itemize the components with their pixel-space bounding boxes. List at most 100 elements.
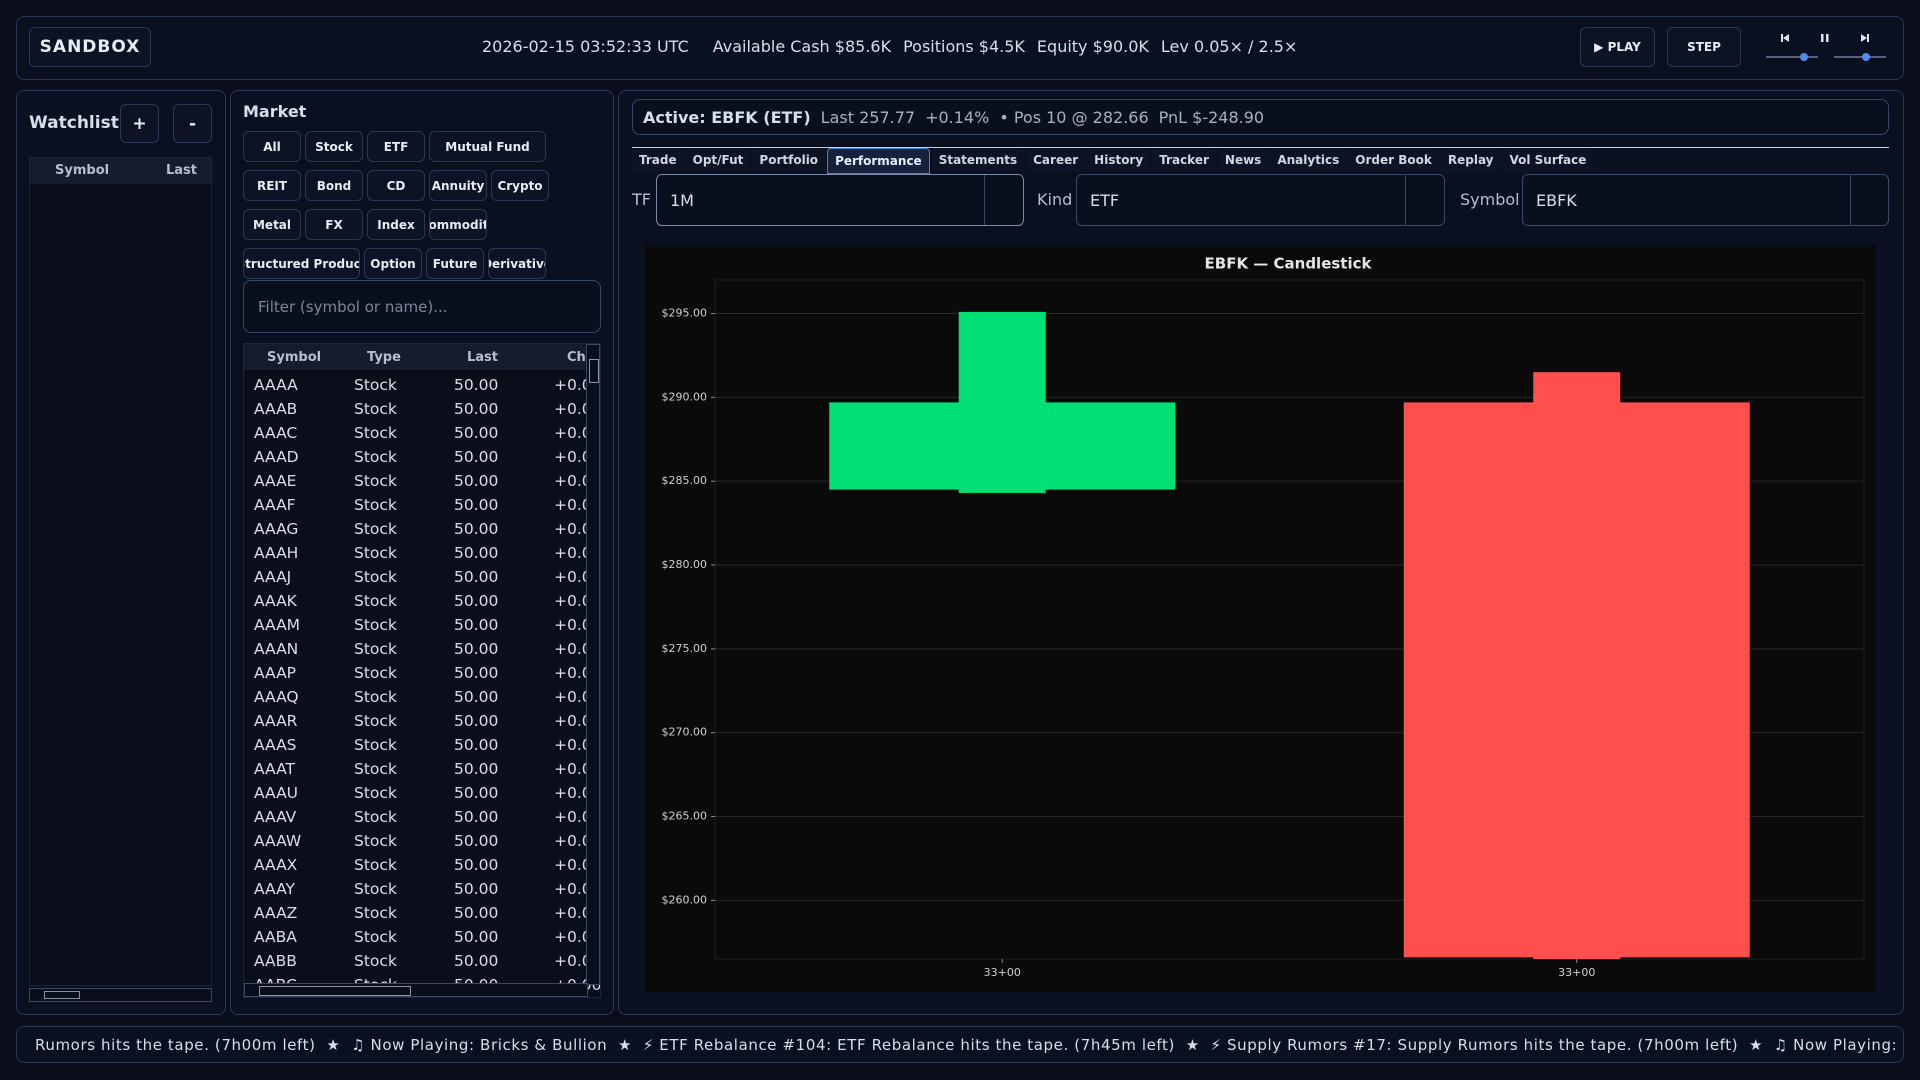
cell: Stock [354,376,397,394]
cell: Stock [354,568,397,586]
filter-group: All Stock ETF Mutual Fund REIT Bond CD Annuity C… [243,131,601,279]
table-vscroll[interactable] [586,344,600,985]
market-search[interactable]: Filter (symbol or name)... [243,280,601,333]
tab[interactable]: Tracker [1152,148,1216,172]
cell: Stock [354,616,397,634]
watchlist-remove[interactable]: - [173,104,212,143]
market-row[interactable]: AAAZ Stock 50.00 +0.00 [244,902,600,926]
volume-knob[interactable] [1800,53,1808,61]
filter-button[interactable]: ETF [367,131,425,162]
column-header[interactable]: Type [367,350,401,365]
cell: Stock [354,544,397,562]
market-row[interactable]: AAAG Stock 50.00 +0.00 [244,518,600,542]
brand[interactable]: SANDBOX [29,27,151,67]
market-row[interactable]: AAAQ Stock 50.00 +0.00 [244,686,600,710]
market-row[interactable]: AAAH Stock 50.00 +0.00 [244,542,600,566]
tab[interactable]: Order Book [1348,148,1439,172]
filter-button[interactable]: All [243,131,301,162]
step-button[interactable]: STEP [1667,27,1741,67]
watchlist-add[interactable]: + [120,104,159,143]
scroll-thumb[interactable] [44,991,80,999]
kind-select[interactable]: ETF [1076,174,1445,226]
filter-button[interactable]: CD [367,170,425,201]
filter-button[interactable]: Stock [305,131,363,162]
filter-button[interactable]: Metal [243,209,301,240]
cell: AAAU [254,784,299,802]
cell: AAAH [254,544,299,562]
watchlist-hscroll[interactable] [29,988,212,1002]
market-row[interactable]: AAAW Stock 50.00 +0.00 [244,830,600,854]
market-row[interactable]: AAAC Stock 50.00 +0.00 [244,422,600,446]
market-row[interactable]: AAAT Stock 50.00 +0.00 [244,758,600,782]
cell: 50.00 [454,544,499,562]
filter-button[interactable]: FX [305,209,363,240]
filter-button[interactable]: Mutual Fund [429,131,546,162]
filter-button[interactable]: Annuity [429,170,487,201]
market-row[interactable]: AABA Stock 50.00 +0.00 [244,926,600,950]
filter-button[interactable]: Bond [305,170,363,201]
filter-button[interactable]: Structured Product [243,248,360,279]
market-row[interactable]: AAAE Stock 50.00 +0.00 [244,470,600,494]
market-row[interactable]: AAAR Stock 50.00 +0.00 [244,710,600,734]
tab[interactable]: Career [1026,148,1086,172]
market-row[interactable]: AAAN Stock 50.00 +0.00 [244,638,600,662]
filter-button[interactable]: Future [426,248,484,279]
filter-button[interactable]: Crypto [491,170,549,201]
market-row[interactable]: AAAY Stock 50.00 +0.00 [244,878,600,902]
filter-button[interactable]: Option [364,248,422,279]
cell: Stock [354,664,397,682]
market-row[interactable]: AABB Stock 50.00 +0.00 [244,950,600,974]
filter-button[interactable]: REIT [243,170,301,201]
status-bar: 2026-02-15 03:52:33 UTC Available Cash $… [482,37,1297,56]
scroll-thumb[interactable] [589,359,599,383]
play-button[interactable]: ▶ PLAY [1580,27,1655,67]
market-row[interactable]: AAAD Stock 50.00 +0.00 [244,446,600,470]
tf-select[interactable]: 1M [656,174,1024,226]
tab[interactable]: Vol Surface [1502,148,1594,172]
market-row[interactable]: AAAU Stock 50.00 +0.00 [244,782,600,806]
y-tick-label: $260.00 [662,893,708,906]
market-row[interactable]: AAAK Stock 50.00 +0.00 [244,590,600,614]
column-header[interactable]: Symbol [267,350,322,365]
tab[interactable]: News [1217,148,1269,172]
next-icon[interactable] [1861,34,1869,42]
filter-button[interactable]: Commodity [429,209,487,240]
cell: AAAM [254,616,301,634]
prev-icon[interactable] [1781,34,1789,42]
cell: 50.00 [454,832,499,850]
cell: 50.00 [454,880,499,898]
market-row[interactable]: AAAP Stock 50.00 +0.00 [244,662,600,686]
pause-icon[interactable] [1821,34,1829,42]
market-row[interactable]: AAAJ Stock 50.00 +0.00 [244,566,600,590]
tab[interactable]: Analytics [1270,148,1347,172]
market-row[interactable]: AAAB Stock 50.00 +0.00 [244,398,600,422]
market-row[interactable]: AAAM Stock 50.00 +0.00 [244,614,600,638]
tab[interactable]: History [1087,148,1151,172]
tab[interactable]: Opt/Fut [685,148,751,172]
tab[interactable]: Performance [827,148,930,174]
cell: Stock [354,856,397,874]
sfx-knob[interactable] [1862,53,1870,61]
column-header[interactable]: Last [467,350,499,365]
market-row[interactable]: AAAA Stock 50.00 +0.00 [244,374,600,398]
cell: 50.00 [454,448,499,466]
filter-button[interactable]: Index [367,209,425,240]
cell: Stock [354,736,397,754]
cell: 50.00 [454,376,499,394]
market-row[interactable]: AAAX Stock 50.00 +0.00 [244,854,600,878]
symbol-select[interactable]: EBFK [1522,174,1889,226]
tab[interactable]: Portfolio [752,148,826,172]
tab[interactable]: Trade [632,148,684,172]
table-hscroll[interactable] [244,983,588,997]
active-change: +0.14% [925,107,990,127]
cell: 50.00 [454,592,499,610]
filter-button[interactable]: Derivative [488,248,546,279]
tab[interactable]: Statements [931,148,1025,172]
market-row[interactable]: AAAV Stock 50.00 +0.00 [244,806,600,830]
cell: 50.00 [454,568,499,586]
tab[interactable]: Replay [1440,148,1501,172]
market-row[interactable]: AAAF Stock 50.00 +0.00 [244,494,600,518]
scroll-thumb[interactable] [259,986,411,996]
market-row[interactable]: AAAS Stock 50.00 +0.00 [244,734,600,758]
cell: AAAF [254,496,296,514]
